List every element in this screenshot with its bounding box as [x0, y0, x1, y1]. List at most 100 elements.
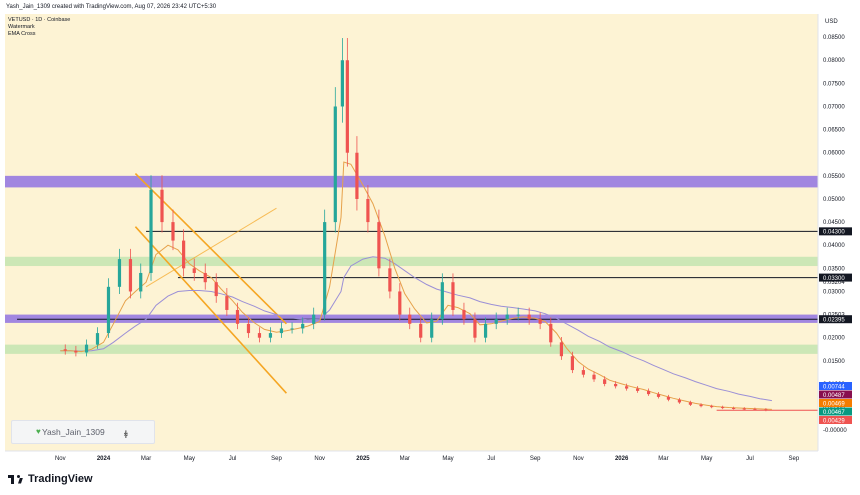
candle-body: [581, 370, 585, 375]
candle-body: [462, 309, 466, 320]
candle-body: [451, 282, 455, 310]
watermark-text: Yash_Jain_1309: [42, 427, 105, 437]
candle-body: [516, 314, 520, 316]
candle-body: [192, 268, 196, 273]
candle-body: [388, 268, 392, 292]
x-tick-label: Nov: [573, 456, 584, 462]
x-tick-label: Jul: [746, 456, 754, 462]
level-tag-bg: [819, 315, 852, 324]
candle-body: [203, 272, 207, 283]
candle-body: [345, 60, 349, 153]
y-tick-label: 0.08500: [823, 35, 845, 41]
candle-body: [625, 386, 629, 389]
candle-body: [753, 408, 757, 410]
candle-body: [592, 374, 596, 380]
signature-icon: ꬸ: [124, 430, 128, 441]
watermark-box: ♥ Yash_Jain_1309 ꬸ: [11, 420, 155, 444]
x-tick-label: 2024: [97, 456, 111, 462]
x-tick-label: Mar: [658, 456, 668, 462]
x-tick-label: Sep: [271, 456, 282, 462]
y-tick-label: 0.03500: [823, 266, 845, 272]
x-tick-label: Jul: [229, 456, 237, 462]
candle-body: [214, 282, 218, 297]
candle-body: [656, 394, 661, 397]
x-tick-label: Sep: [789, 456, 800, 462]
candle-body: [764, 409, 768, 411]
y-tick-label: -0.00000: [823, 428, 847, 434]
x-tick-label: May: [442, 456, 453, 462]
y-tick-label: 0.07500: [823, 81, 845, 87]
candle-body: [128, 259, 133, 292]
chart-credit: Yash_Jain_1309 created with TradingView.…: [6, 4, 217, 10]
candle-body: [257, 333, 262, 338]
candle-body: [688, 402, 693, 405]
x-tick-label: Sep: [530, 456, 541, 462]
level-tag-label: 0.03300: [823, 276, 845, 282]
candle-body: [139, 272, 143, 292]
y-tick-label: 0.06500: [823, 128, 845, 134]
price-axis-panel: [818, 0, 860, 451]
candle-body: [549, 323, 553, 343]
candle-body: [340, 60, 344, 107]
candle-body: [430, 319, 434, 338]
candle-body: [505, 314, 509, 320]
candle-body: [614, 383, 618, 387]
candle-body: [646, 390, 651, 395]
currency-label: USD: [825, 19, 838, 25]
candle-body: [677, 399, 682, 403]
price-tag-label: 0.00429: [823, 418, 845, 424]
x-tick-label: Nov: [314, 456, 325, 462]
candle-body: [171, 222, 175, 241]
level-tag-label: 0.04300: [823, 230, 845, 236]
ema-fast-line: [60, 161, 772, 410]
candle-body: [268, 333, 273, 338]
candle-body: [742, 408, 746, 410]
y-tick-label: 0.01500: [823, 359, 845, 365]
candle-body: [527, 314, 531, 320]
y-tick-label: 0.07000: [823, 104, 845, 110]
candle-body: [473, 319, 477, 338]
candle-body: [235, 309, 240, 324]
candle-body: [95, 333, 100, 345]
candle-body: [377, 222, 381, 269]
plot-background: [5, 14, 818, 451]
candle-body: [63, 349, 67, 351]
y-tick-label: 0.05500: [823, 174, 845, 180]
y-tick-label: 0.03000: [823, 289, 845, 295]
candle-body: [408, 314, 412, 324]
candle-body: [323, 222, 327, 315]
x-tick-label: May: [184, 456, 195, 462]
y-tick-label: 0.02000: [823, 336, 845, 342]
price-tag-bg: [819, 399, 852, 407]
y-tick-label: 0.08000: [823, 58, 845, 64]
candle-body: [106, 286, 111, 334]
candle-body: [483, 323, 488, 338]
x-tick-label: Mar: [141, 456, 151, 462]
candle-body: [355, 152, 359, 199]
candle-body: [279, 328, 284, 334]
candle-body: [301, 323, 305, 329]
x-tick-label: Nov: [55, 456, 66, 462]
y-tick-label: 0.05000: [823, 197, 845, 203]
price-tag-bg: [819, 407, 852, 416]
y-tick-label: 0.04000: [823, 243, 845, 249]
indicator-watermark: Watermark: [8, 24, 35, 30]
price-tag-label: 0.00469: [823, 401, 845, 407]
x-tick-label: 2026: [615, 456, 629, 462]
candle-body: [538, 319, 542, 324]
zone-green-1: [5, 256, 818, 267]
candles: [63, 38, 768, 412]
brand-name: TradingView: [28, 473, 93, 485]
y-tick-label: 0.03204: [823, 280, 845, 286]
price-tag-bg: [819, 416, 852, 424]
candle-body: [333, 106, 337, 223]
candle-body: [440, 282, 444, 320]
tradingview-footer[interactable]: TradingView: [8, 473, 93, 485]
candle-body: [710, 406, 714, 408]
y-tick-label: 0.06000: [823, 151, 845, 157]
channel-line-1: [134, 226, 287, 394]
price-tag-label: 0.00487: [823, 393, 845, 399]
level-tag-label: 0.02395: [823, 318, 845, 324]
candle-body: [74, 350, 78, 353]
